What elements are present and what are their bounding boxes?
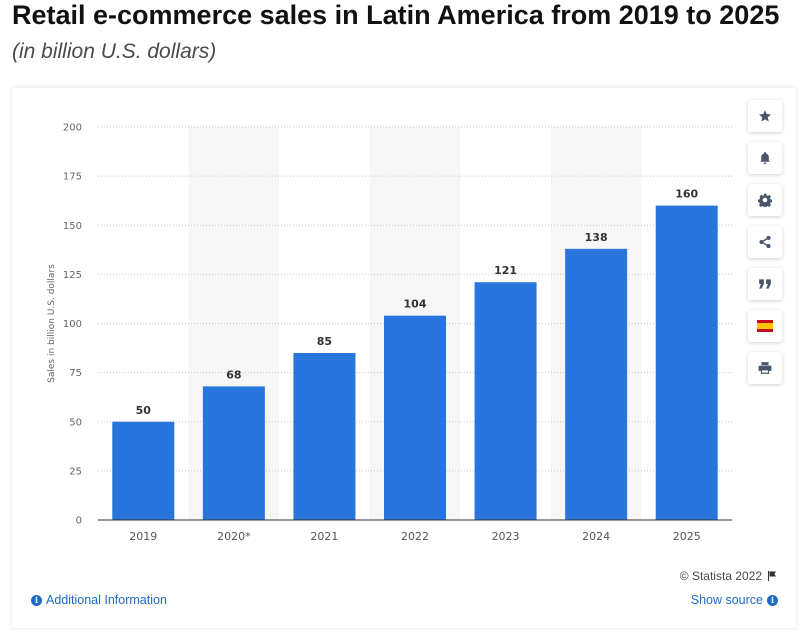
info-icon: i xyxy=(767,594,778,606)
x-tick-label: 2023 xyxy=(492,530,520,543)
x-axis-ticks: 2019 2020* 2021 2022 2023 2024 2025 xyxy=(129,530,700,543)
gear-icon xyxy=(758,193,772,207)
x-tick-label: 2020* xyxy=(217,530,251,543)
data-label: 85 xyxy=(317,335,332,348)
y-axis-label: Sales in billion U.S. dollars xyxy=(47,264,57,383)
bell-icon xyxy=(760,152,770,165)
data-label: 160 xyxy=(675,188,698,201)
info-icon: i xyxy=(31,594,42,606)
x-tick-label: 2019 xyxy=(129,530,157,543)
bar xyxy=(384,315,446,520)
x-tick-label: 2022 xyxy=(401,530,429,543)
copyright: © Statista 2022 xyxy=(680,569,778,583)
y-tick-label: 100 xyxy=(63,319,82,330)
copyright-text: © Statista 2022 xyxy=(679,569,762,583)
print-icon xyxy=(758,362,772,374)
y-axis-ticks: 0 25 50 75 100 125 150 175 200 xyxy=(63,123,82,527)
bar-chart: 0 25 50 75 100 125 150 175 200 50 68 85 104 121 138 16… xyxy=(47,123,732,543)
data-labels: 50 68 85 104 121 138 160 xyxy=(136,188,699,417)
cite-button[interactable] xyxy=(748,268,782,300)
star-icon xyxy=(759,110,771,122)
bar xyxy=(474,282,537,520)
x-tick-label: 2025 xyxy=(673,530,701,543)
bar xyxy=(565,248,628,520)
share-button[interactable] xyxy=(748,226,782,258)
y-tick-label: 0 xyxy=(76,516,82,527)
x-tick-label: 2021 xyxy=(310,530,338,543)
chart-bars xyxy=(112,205,718,520)
data-label: 121 xyxy=(494,264,517,277)
data-label: 68 xyxy=(226,368,241,381)
language-button[interactable] xyxy=(748,310,782,342)
quote-icon xyxy=(759,279,771,289)
bar xyxy=(112,421,175,520)
page-title: Retail e-commerce sales in Latin America… xyxy=(12,0,780,30)
data-label: 50 xyxy=(136,404,152,417)
share-icon xyxy=(759,235,771,249)
y-tick-label: 125 xyxy=(63,270,82,281)
chart-card: 0 25 50 75 100 125 150 175 200 50 68 85 104 121 138 16… xyxy=(12,88,796,628)
y-tick-label: 75 xyxy=(69,368,82,379)
notification-button[interactable] xyxy=(748,142,782,174)
data-label: 138 xyxy=(585,231,608,244)
y-tick-label: 175 xyxy=(63,172,82,183)
favorite-button[interactable] xyxy=(748,100,782,132)
bar xyxy=(293,352,356,520)
flag-icon[interactable] xyxy=(766,570,778,582)
spain-flag-icon xyxy=(757,320,773,332)
additional-information-label: Additional Information xyxy=(46,593,167,607)
additional-information-link[interactable]: i Additional Information xyxy=(31,593,167,607)
data-label: 104 xyxy=(404,298,427,311)
bar xyxy=(655,205,718,520)
show-source-label: Show source xyxy=(690,593,763,607)
page-subtitle: (in billion U.S. dollars) xyxy=(12,40,217,63)
settings-button[interactable] xyxy=(748,184,782,216)
x-tick-label: 2024 xyxy=(582,530,610,543)
bar xyxy=(202,386,265,520)
y-tick-label: 25 xyxy=(69,466,82,477)
y-tick-label: 200 xyxy=(63,123,82,134)
show-source-link[interactable]: Show source i xyxy=(691,593,778,607)
print-button[interactable] xyxy=(748,352,782,384)
y-tick-label: 150 xyxy=(63,221,82,232)
y-tick-label: 50 xyxy=(69,417,82,428)
